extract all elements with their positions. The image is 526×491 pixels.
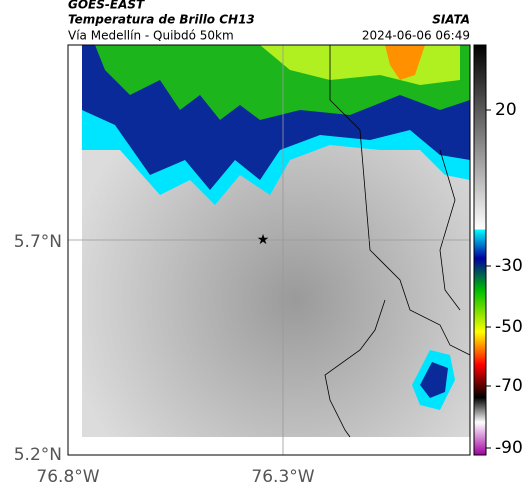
svg-text:★: ★ bbox=[257, 232, 270, 248]
colorbar-tick-label: -90 bbox=[495, 438, 523, 458]
subtitle: Vía Medellín - Quibdó 50km bbox=[68, 29, 234, 43]
title: Temperatura de Brillo CH13 bbox=[68, 13, 255, 27]
timestamp: 2024-06-06 06:49 bbox=[362, 29, 470, 43]
colorbar-tick-label: -70 bbox=[495, 376, 523, 396]
colorbar-tick-label: -30 bbox=[495, 256, 523, 276]
lon-tick-label: 76.8°W bbox=[36, 467, 99, 487]
colorbar-tick-label: -50 bbox=[495, 317, 523, 337]
lon-tick-label: 76.3°W bbox=[251, 467, 314, 487]
lat-tick-label: 5.2°N bbox=[14, 445, 62, 465]
imagery: ★ bbox=[68, 45, 471, 455]
colorbar-ticks: 20 -30 -50 -70 -90 bbox=[486, 100, 523, 458]
source: GOES-EAST bbox=[68, 0, 145, 12]
lat-tick-label: 5.7°N bbox=[14, 232, 62, 252]
map-frame bbox=[67, 44, 471, 456]
org: SIATA bbox=[432, 13, 470, 27]
colorbar-tick-label: 20 bbox=[495, 100, 517, 120]
colorbar bbox=[473, 44, 487, 456]
